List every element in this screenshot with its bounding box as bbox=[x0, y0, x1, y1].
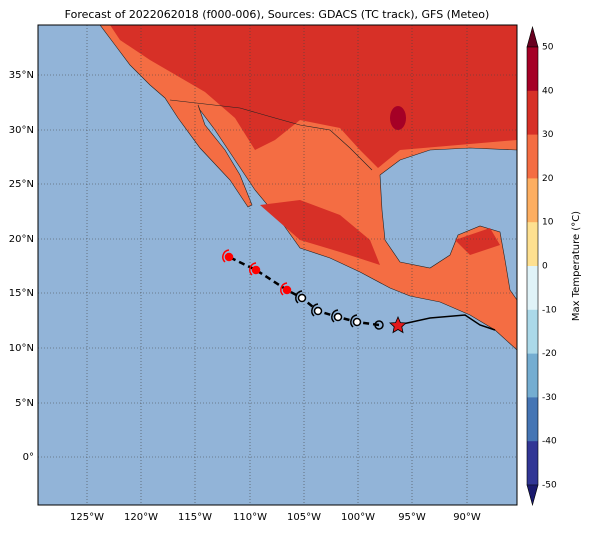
lon-label: 105°W bbox=[287, 512, 321, 523]
lat-label: 0° bbox=[23, 452, 34, 463]
colorbar-segment bbox=[527, 134, 538, 179]
hot-region bbox=[260, 200, 380, 265]
colorbar-tick-label: -30 bbox=[542, 393, 557, 403]
current-position bbox=[389, 315, 407, 334]
colorbar-tick-label: -50 bbox=[542, 481, 557, 491]
colorbar-frame bbox=[526, 46, 539, 486]
colorbar-segment bbox=[527, 309, 538, 355]
lon-label: 115°W bbox=[178, 512, 212, 523]
hottest-spot bbox=[390, 106, 406, 130]
colorbar-segment bbox=[527, 222, 538, 267]
lon-label: 125°W bbox=[70, 512, 104, 523]
lon-labels: 125°W 120°W 115°W 110°W 105°W 100°W 95°W… bbox=[70, 512, 481, 523]
border bbox=[169, 99, 373, 171]
colorbar-tick-label: 40 bbox=[542, 86, 554, 96]
gridlines bbox=[38, 25, 517, 505]
colorbar-tick-label: 20 bbox=[542, 174, 554, 184]
lat-labels: 35°N 30°N 25°N 20°N 15°N 10°N 5°N 0° bbox=[9, 70, 34, 463]
lat-label: 10°N bbox=[9, 343, 34, 354]
colorbar-label: Max Temperature (°C) bbox=[571, 211, 582, 321]
colorbar-segment bbox=[527, 90, 538, 136]
colorbar-tick-label: 10 bbox=[542, 218, 554, 228]
lat-label: 15°N bbox=[9, 288, 34, 299]
lon-label: 120°W bbox=[124, 512, 158, 523]
lon-label: 100°W bbox=[341, 512, 375, 523]
lat-label: 25°N bbox=[9, 179, 34, 190]
lon-label: 110°W bbox=[233, 512, 267, 523]
colorbar-tick-label: -40 bbox=[542, 437, 557, 447]
colorbar-segment bbox=[527, 397, 538, 442]
title: Forecast of 2022062018 (f000-006), Sourc… bbox=[65, 8, 490, 21]
lat-label: 5°N bbox=[15, 398, 34, 409]
colorbar-segment bbox=[527, 266, 538, 311]
storm-symbols bbox=[222, 249, 362, 328]
lon-label: 90°W bbox=[453, 512, 481, 523]
colorbar: 50 40 30 20 10 0 -10 -20 -30 -40 -50 bbox=[526, 25, 557, 507]
hot-region bbox=[455, 228, 500, 255]
lon-label: 95°W bbox=[398, 512, 426, 523]
colorbar-tick-label: -10 bbox=[542, 305, 557, 315]
colorbar-tick-label: 50 bbox=[542, 43, 554, 53]
colorbar-segment bbox=[527, 47, 538, 92]
lat-label: 35°N bbox=[9, 70, 34, 81]
past-track bbox=[397, 314, 496, 331]
colorbar-segment bbox=[527, 178, 538, 223]
lat-label: 30°N bbox=[9, 125, 34, 136]
colorbar-tick-label: -20 bbox=[542, 349, 557, 359]
map bbox=[38, 25, 517, 505]
storm-symbol bbox=[374, 320, 384, 330]
lat-label: 20°N bbox=[9, 234, 34, 245]
colorbar-tick-label: 0 bbox=[542, 262, 548, 272]
colorbar-tick-label: 30 bbox=[542, 130, 554, 140]
hot-region bbox=[110, 25, 517, 168]
map-frame bbox=[37, 24, 518, 506]
colorbar-segment bbox=[527, 441, 538, 486]
colorbar-segment bbox=[527, 353, 538, 398]
